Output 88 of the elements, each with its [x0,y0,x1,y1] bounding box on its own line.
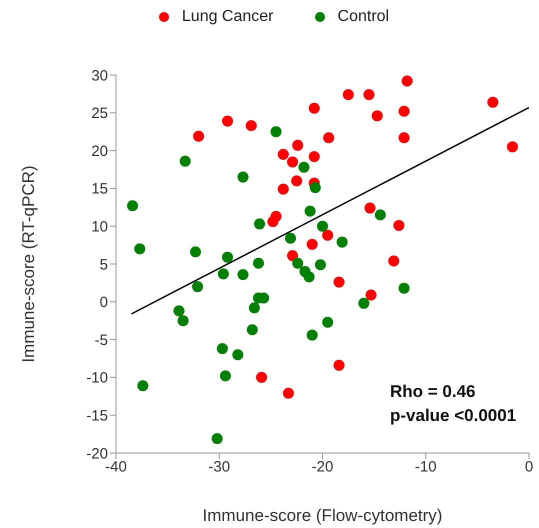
point [192,281,204,292]
point [317,220,328,232]
point [246,324,258,336]
annotation: Rho = 0.46 [390,381,477,403]
point [374,209,386,220]
point [237,269,248,280]
point [322,316,334,328]
point [220,370,231,382]
point [284,232,296,244]
point [334,276,345,288]
point [323,132,334,144]
x-tick-label: -10 [414,458,437,476]
y-tick-label: -15 [86,408,108,425]
y-tick-label: -5 [94,332,108,349]
point [398,106,410,117]
point [366,289,377,300]
point [308,151,320,162]
point [314,259,326,270]
point [246,120,257,132]
point [180,156,191,167]
point [256,372,268,383]
point [388,255,400,266]
point [304,206,316,217]
point [304,271,315,282]
point [402,76,413,87]
point [310,182,321,194]
legend-label: Lung Cancer [180,8,274,26]
point [342,89,354,100]
point [363,89,374,100]
point [216,343,228,354]
point [193,130,204,142]
point [358,298,370,309]
y-tick-label: 5 [100,256,108,274]
point [173,305,184,316]
point [237,172,248,183]
y-tick-label: 15 [91,180,108,198]
point [218,268,229,280]
point [134,243,146,254]
point [298,162,310,173]
x-tick-label: -20 [312,458,334,476]
point [278,148,289,160]
y-tick-label: 30 [91,67,108,84]
point [137,380,148,392]
point [308,102,320,114]
y-tick-label: 25 [91,105,108,122]
y-tick-label: -20 [86,445,108,462]
point [398,132,410,144]
legend-label: Control [336,8,390,26]
x-tick-label: -40 [105,458,127,476]
point [372,110,383,122]
point [364,202,376,214]
annotation: p-value <0.0001 [390,405,516,427]
point [393,220,404,231]
point [291,175,302,186]
y-tick-label: 20 [91,142,108,160]
point [334,360,345,371]
point [222,252,234,263]
x-axis-title: Immune-score (Flow-cytometry) [202,506,442,525]
point [506,141,518,152]
point [287,250,298,262]
point [306,330,318,341]
point [292,140,304,151]
x-tick-label: 0 [524,458,534,476]
point [178,315,189,326]
point [336,236,348,248]
point [322,230,334,241]
point [267,216,278,228]
point [222,116,234,127]
point [292,258,304,269]
point [282,388,294,399]
x-tick-label: -30 [208,458,230,476]
point [212,433,223,444]
y-tick-label: -10 [86,370,108,387]
point [306,238,318,250]
y-axis-title: Immune-score (RT-qPCR) [19,165,38,363]
point [487,96,498,108]
y-tick-label: 10 [91,218,108,236]
point [270,126,282,138]
point [398,282,410,294]
point [190,246,202,258]
point [252,258,264,269]
point [248,302,260,314]
point [127,200,138,212]
point [287,156,298,168]
point [278,184,289,195]
point [254,218,266,230]
y-tick-label: 0 [100,294,108,312]
point [232,349,244,360]
